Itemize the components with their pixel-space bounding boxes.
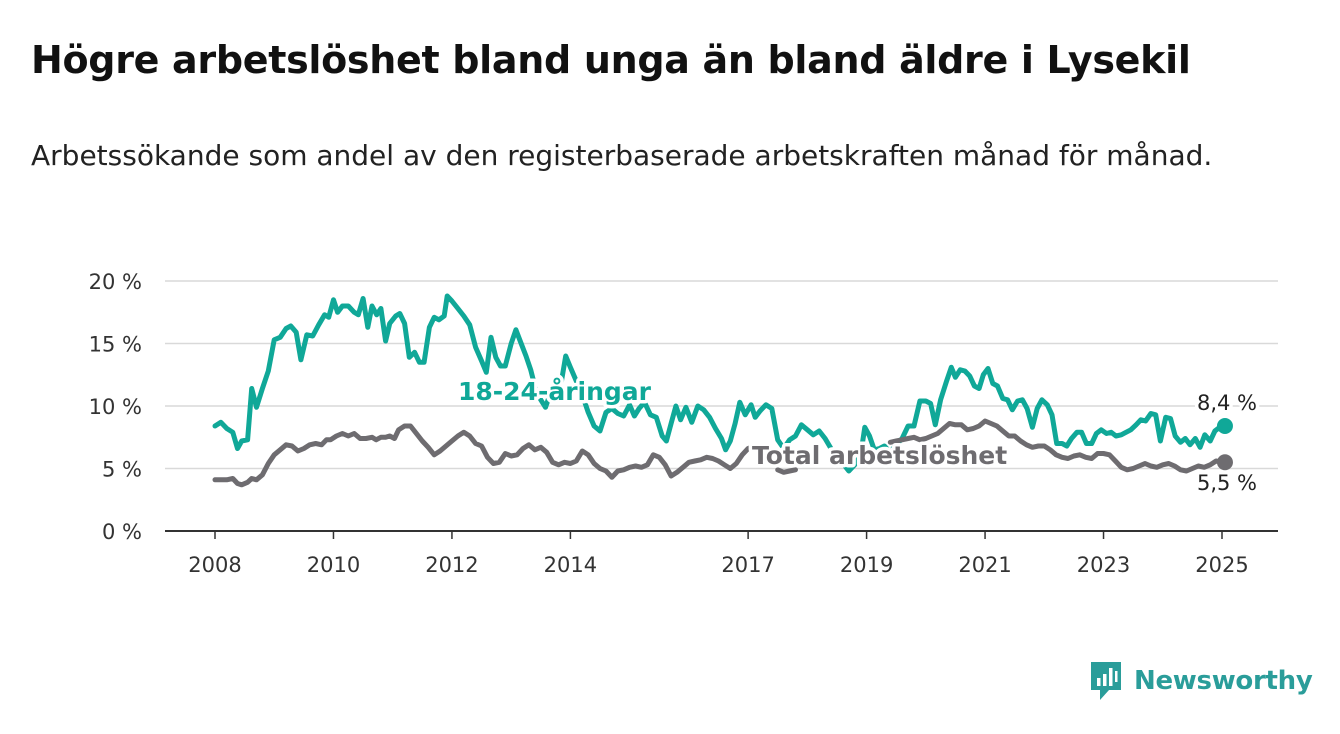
axes: 0 % 5 % 10 % 15 % 20 % 2008 2010 2012 2014 2017 20… — [89, 270, 1278, 577]
y-tick-label: 0 % — [102, 520, 142, 544]
series-labels: 18-24-åringar Total arbetslöshet 8,4 % 5,5 … — [455, 374, 1261, 499]
end-label-18-24: 8,4 % — [1197, 391, 1257, 415]
y-tick-label: 10 % — [89, 395, 142, 419]
x-tick-label: 2012 — [425, 553, 478, 577]
series-line-total — [775, 467, 798, 475]
series-label-total: Total arbetslöshet — [752, 441, 1007, 470]
y-tick-label: 20 % — [89, 270, 142, 294]
x-tick-label: 2014 — [544, 553, 597, 577]
x-tick-label: 2023 — [1077, 553, 1130, 577]
series-line-total — [212, 423, 757, 488]
newsworthy-icon — [1091, 662, 1121, 700]
x-tick-label: 2025 — [1195, 553, 1248, 577]
chart-title: Högre arbetslöshet bland unga än bland ä… — [31, 38, 1191, 82]
y-tick-label: 5 % — [102, 458, 142, 482]
gridlines — [165, 280, 1278, 470]
series-line-18-24 — [212, 293, 1228, 474]
x-tick-label: 2021 — [958, 553, 1011, 577]
end-point-total — [1216, 454, 1233, 471]
x-tick-label: 2019 — [840, 553, 893, 577]
x-tick-label: 2010 — [307, 553, 360, 577]
end-label-total: 5,5 % — [1197, 471, 1257, 495]
x-tick-label: 2017 — [721, 553, 774, 577]
chart-subtitle: Arbetssökande som andel av den registerb… — [31, 139, 1213, 172]
series-line-total — [887, 418, 1228, 474]
series-lines — [212, 293, 1233, 488]
y-tick-label: 15 % — [89, 333, 142, 357]
end-point-18-24 — [1216, 418, 1233, 434]
brand-name: Newsworthy — [1134, 666, 1313, 696]
brand-logo: Newsworthy — [1088, 658, 1313, 704]
series-label-18-24: 18-24-åringar — [458, 377, 652, 406]
x-tick-label: 2008 — [188, 553, 241, 577]
